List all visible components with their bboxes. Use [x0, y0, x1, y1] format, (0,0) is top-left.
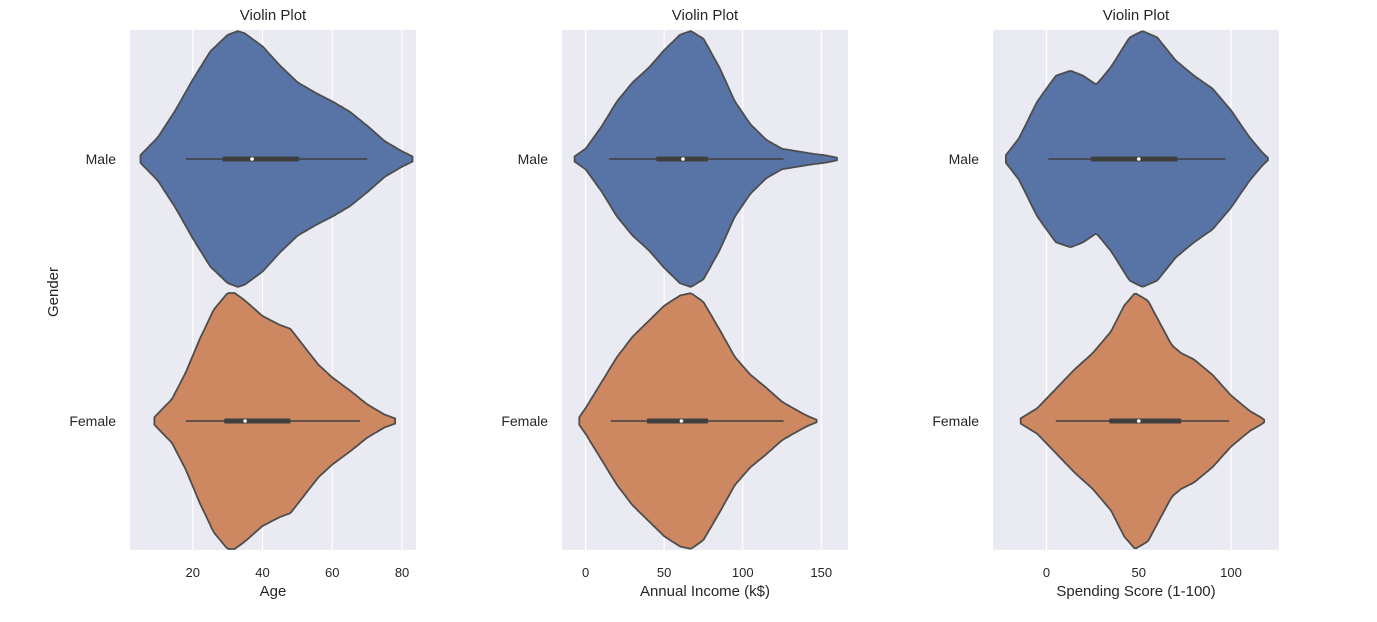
- category-tick-label: Male: [949, 151, 980, 167]
- category-tick-label: Female: [932, 413, 979, 429]
- x-tick-label: 50: [657, 565, 671, 580]
- panel-title: Violin Plot: [1103, 7, 1170, 24]
- category-tick-label: Female: [501, 413, 548, 429]
- x-axis-label: Annual Income (k$): [640, 583, 770, 600]
- x-tick-label: 0: [582, 565, 589, 580]
- x-tick-label: 150: [810, 565, 832, 580]
- category-tick-label: Male: [518, 151, 549, 167]
- x-tick-label: 60: [325, 565, 339, 580]
- x-tick-label: 100: [1220, 565, 1242, 580]
- panel-title: Violin Plot: [240, 7, 307, 24]
- x-tick-label: 0: [1043, 565, 1050, 580]
- median-point-male: [681, 157, 685, 161]
- x-tick-label: 50: [1132, 565, 1146, 580]
- box-female: [1109, 418, 1182, 424]
- violin-panel-3: Male Female 0 50 100 Violin Plot Spending Scor…: [932, 7, 1279, 600]
- x-tick-label: 100: [732, 565, 754, 580]
- box-female: [646, 418, 709, 424]
- x-tick-label: 80: [395, 565, 409, 580]
- median-point-female: [679, 419, 684, 423]
- x-axis-label: Spending Score (1-100): [1056, 583, 1215, 600]
- median-point-male: [250, 157, 254, 161]
- median-point-female: [1136, 419, 1141, 423]
- box-female: [224, 418, 291, 424]
- category-tick-label: Female: [69, 413, 116, 429]
- violin-panel-2: Male Female 0 50 100 150 Violin Plot Annual Inc…: [501, 7, 848, 600]
- panel-title: Violin Plot: [672, 7, 739, 24]
- median-point-male: [1136, 157, 1141, 161]
- box-male: [1090, 156, 1178, 162]
- x-tick-label: 20: [186, 565, 200, 580]
- x-tick-label: 40: [255, 565, 269, 580]
- category-tick-label: Male: [86, 151, 117, 167]
- box-male: [222, 156, 300, 162]
- x-axis-label: Age: [260, 583, 287, 600]
- violin-panel-1: Male Female 20 40 60 80 Violin Plot Age Gender: [45, 7, 416, 600]
- median-point-female: [243, 419, 247, 423]
- y-axis-label: Gender: [45, 267, 62, 317]
